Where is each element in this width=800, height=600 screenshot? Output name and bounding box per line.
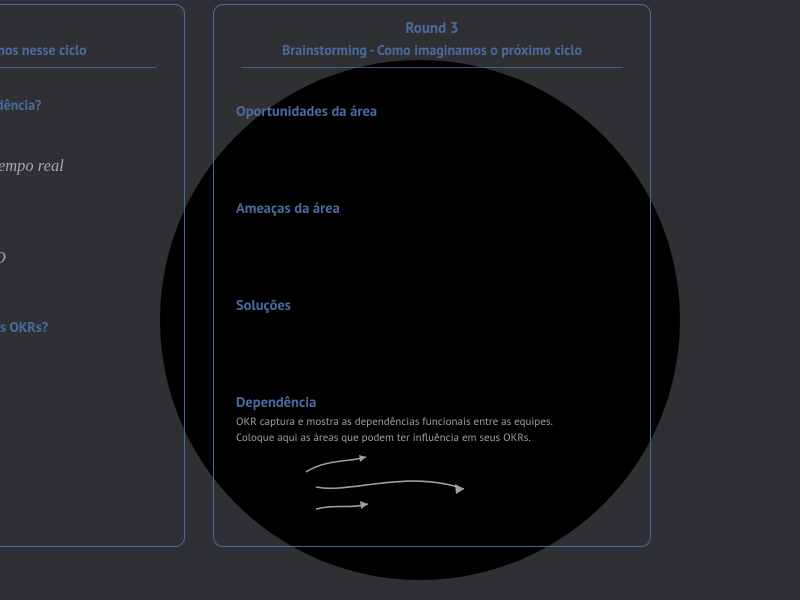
round3-sec1: Oportunidades da área [236,102,628,121]
round2-a1-l2: onde voltemos comunicando em tempo real [0,155,162,177]
round2-title: Round 2 [0,19,162,39]
round2-a2-l2: NÃO ESTAMOS MENSURANDO [0,247,162,269]
round2-a1-l1: Faltam reuniões recorrentes, [0,132,162,154]
card-row: Round 2 Retrospectiva - Como fomos nesse… [0,0,651,547]
round2-card: Round 2 Retrospectiva - Como fomos nesse… [0,4,185,547]
round2-q1: Como estamos trabalhando com a cadência? [0,96,162,114]
round2-a4: fazer bench sobre métricas [0,402,162,424]
dependency-arrows [296,454,628,524]
round2-filler [0,424,162,484]
round3-subtitle: Brainstorming - Como imaginamos o próxim… [236,41,628,59]
round3-sec2: Ameaças da área [236,199,628,218]
round3-rule [241,67,623,68]
round2-a2-l1: Sem KR's [0,221,162,243]
round2-q2: Como podemos melhorar a gestão dos OKRs? [0,318,162,336]
round2-a2-l3: E MONITORADO OS KR'S! [0,270,162,292]
round3-sec3-space [236,315,628,393]
round3-card: Round 3 Brainstorming - Como imaginamos … [213,4,651,547]
round3-sec4-note1: OKR captura e mostra as dependências fun… [236,415,628,430]
arrows-svg [296,454,496,524]
round2-subtitle: Retrospectiva - Como fomos nesse ciclo [0,41,162,59]
round3-sec2-space [236,218,628,296]
round3-sec4-note2: Coloque aqui as áreas que podem ter infl… [236,431,628,446]
round2-rule [0,67,157,68]
round3-sec4: Dependência [236,393,628,412]
round2-a3: Trabalhar com ciclos mensais! [0,362,162,384]
round2-a2: Sem KR's NÃO ESTAMOS MENSURANDO E MONITO… [0,221,162,292]
round3-title: Round 3 [236,19,628,39]
round3-sec3: Soluções [236,296,628,315]
round2-a1: Faltam reuniões recorrentes, onde voltem… [0,132,162,199]
round3-sec1-space [236,121,628,199]
round2-a1-l3: nossos avanços e dificuldades! [0,177,162,199]
